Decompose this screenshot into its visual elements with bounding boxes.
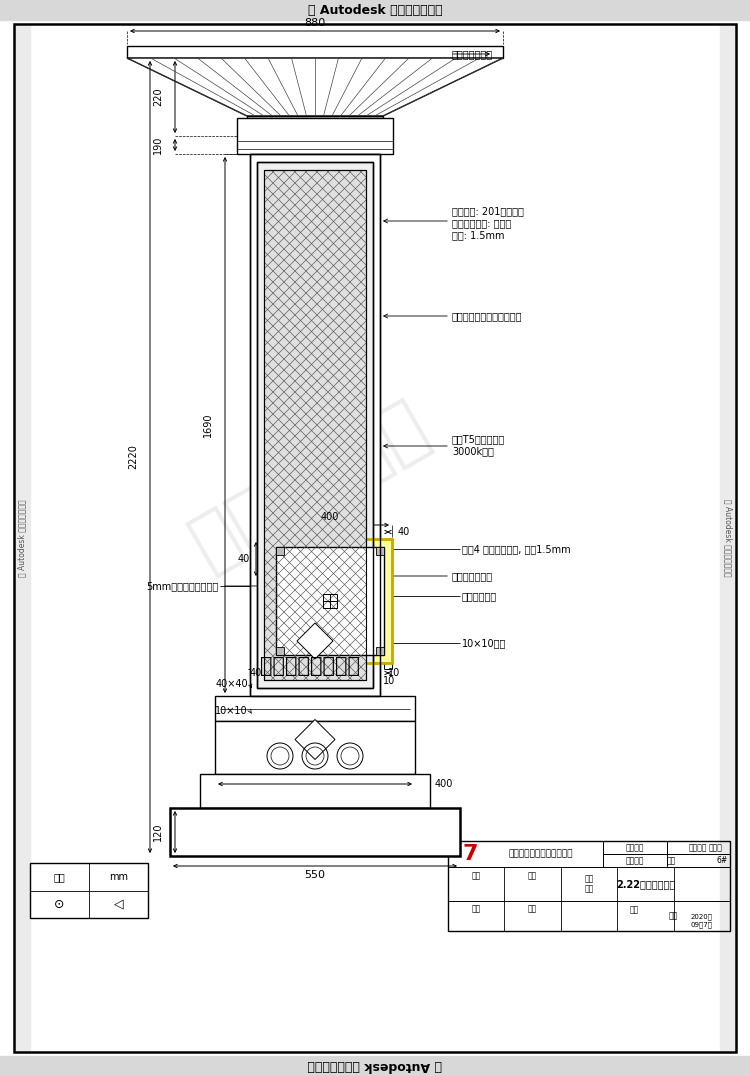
Text: 由 Autodesk 教育版产品制作: 由 Autodesk 教育版产品制作 [308, 3, 442, 16]
Text: 花纹图案采用激光剪花工艺: 花纹图案采用激光剪花工艺 [452, 311, 523, 321]
Bar [250, 154, 380, 696]
Bar [268, 539, 392, 663]
Text: 内置光源支架: 内置光源支架 [462, 591, 497, 601]
Text: 880: 880 [304, 18, 326, 28]
Text: ⊙: ⊙ [54, 897, 64, 910]
Text: 由 Autodesk 教育版产品制作: 由 Autodesk 教育版产品制作 [724, 499, 733, 577]
Text: 10×10: 10×10 [215, 706, 248, 716]
Text: 3000k暖光: 3000k暖光 [452, 445, 494, 456]
Text: 10: 10 [382, 676, 395, 686]
Text: 施工图: 施工图 [708, 843, 722, 852]
Text: 东莞七度照明科技有限公司: 东莞七度照明科技有限公司 [509, 849, 573, 859]
Text: 220: 220 [153, 87, 163, 107]
Text: 190: 190 [153, 136, 163, 154]
Bar [448, 841, 730, 931]
Text: 设计: 设计 [472, 904, 481, 914]
Bar [250, 154, 380, 696]
Text: 仿云石透光灯罩: 仿云石透光灯罩 [452, 571, 494, 581]
Bar [276, 547, 384, 655]
Text: 1690: 1690 [203, 413, 213, 437]
Text: 5mm厚仿云石透光灯罩: 5mm厚仿云石透光灯罩 [146, 581, 218, 591]
Bar [264, 170, 366, 680]
Text: 审核: 审核 [528, 904, 537, 914]
Bar [257, 162, 373, 688]
Text: 业务: 业务 [528, 870, 537, 880]
Text: 400: 400 [321, 512, 339, 522]
Text: 120: 120 [153, 823, 163, 841]
Bar [603, 841, 667, 854]
Text: 灯体表面颜色: 深灰砂: 灯体表面颜色: 深灰砂 [452, 218, 512, 228]
Text: 工程名称: 工程名称 [626, 856, 644, 865]
Text: 由 Autodesk 教育版产品制作: 由 Autodesk 教育版产品制作 [17, 499, 26, 577]
Bar [215, 721, 415, 774]
Bar [448, 901, 730, 931]
Bar [667, 854, 730, 867]
Text: 10: 10 [388, 668, 400, 678]
Text: 40: 40 [238, 554, 250, 564]
Text: 10×10方管: 10×10方管 [462, 638, 506, 648]
Text: 图纸
名称: 图纸 名称 [584, 875, 594, 894]
Text: 内配T5一体化灯管: 内配T5一体化灯管 [452, 434, 506, 444]
Bar [603, 854, 667, 867]
Text: 东莞七度照明: 东莞七度照明 [180, 391, 440, 581]
Bar [200, 774, 430, 808]
Text: 40: 40 [398, 527, 410, 537]
Text: 单位: 单位 [54, 872, 65, 881]
Bar [448, 867, 730, 901]
Bar [30, 863, 148, 918]
Bar [247, 116, 383, 118]
Text: 灯体横截面示意图: 灯体横截面示意图 [260, 656, 360, 676]
Text: 客户名称: 客户名称 [626, 843, 644, 852]
Text: 日期: 日期 [669, 911, 678, 920]
Polygon shape [297, 623, 333, 659]
Text: 灯体4 角不锈钢立柱, 壁厚1.5mm: 灯体4 角不锈钢立柱, 壁厚1.5mm [462, 544, 571, 554]
Text: 图纸: 图纸 [629, 906, 639, 915]
Bar [323, 594, 337, 608]
Text: 设计阶段: 设计阶段 [689, 843, 707, 852]
Text: 40: 40 [250, 668, 262, 678]
Text: 四周条形装饰条: 四周条形装饰条 [452, 49, 494, 59]
Text: 6#: 6# [716, 856, 728, 865]
Polygon shape [295, 720, 335, 760]
Bar [127, 46, 503, 58]
Bar [264, 170, 366, 680]
Text: 数量: 数量 [667, 856, 676, 865]
Text: 2.22米方柱景观灯: 2.22米方柱景观灯 [616, 879, 675, 889]
Bar [268, 539, 392, 663]
Text: 2220: 2220 [128, 444, 138, 469]
Text: 7: 7 [463, 844, 478, 864]
Text: 40×40: 40×40 [215, 679, 248, 689]
Bar [376, 647, 384, 655]
Bar [376, 547, 384, 555]
Text: mm: mm [109, 872, 128, 881]
Bar [257, 162, 373, 688]
Text: 灯体材质: 201井不锈钢: 灯体材质: 201井不锈钢 [452, 206, 524, 216]
Polygon shape [127, 58, 503, 116]
Text: 2020年
09月7日: 2020年 09月7日 [691, 914, 712, 928]
Bar [237, 118, 393, 154]
Text: 400: 400 [435, 779, 453, 789]
Text: 550: 550 [304, 870, 326, 880]
Bar [448, 841, 603, 867]
Bar [276, 647, 284, 655]
Text: ◁: ◁ [114, 897, 123, 910]
Bar [276, 547, 284, 555]
Text: 壁厚: 1.5mm: 壁厚: 1.5mm [452, 230, 505, 240]
Bar [667, 841, 730, 854]
Text: 由 Autodesk 教育版产品制作: 由 Autodesk 教育版产品制作 [308, 1060, 442, 1073]
Bar [215, 696, 415, 721]
Bar [170, 808, 460, 856]
Text: 客户: 客户 [472, 870, 481, 880]
